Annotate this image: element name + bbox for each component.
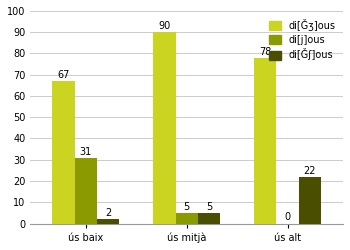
Bar [175,213,198,224]
Text: 90: 90 [158,21,170,31]
Bar [97,219,119,224]
Text: 5: 5 [206,202,212,212]
Text: 31: 31 [79,146,92,156]
Bar [52,81,75,224]
Bar [299,177,321,224]
Bar [75,158,97,224]
Text: 2: 2 [105,208,111,218]
Text: 0: 0 [285,212,290,222]
Bar [254,58,276,224]
Bar [153,32,175,224]
Text: 5: 5 [183,202,190,212]
Text: 78: 78 [259,47,272,57]
Text: 67: 67 [57,70,70,80]
Text: 22: 22 [303,166,316,176]
Legend: di[Ǧʒ]ous, di[j]ous, di[Ǧʃ]ous: di[Ǧʒ]ous, di[j]ous, di[Ǧʃ]ous [266,16,338,64]
Bar [198,213,220,224]
